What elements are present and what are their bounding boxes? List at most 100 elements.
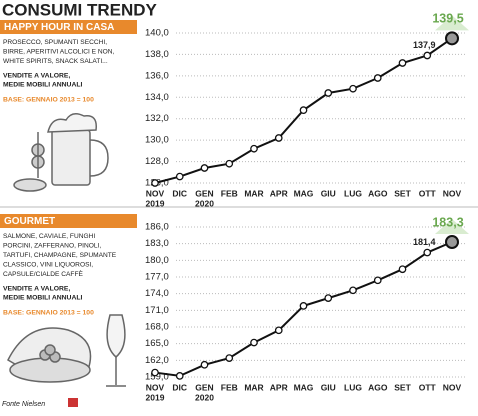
y-tick-label: 180,0 [145,255,169,266]
data-point [274,326,283,335]
x-tick-label: SET [394,382,411,392]
description-line: CAPSULE/CIALDE CAFFÈ [3,269,83,278]
x-tick-label: SET [394,188,411,198]
value-label: 181,4 [413,237,436,247]
x-tick-label: GEN [195,188,213,198]
y-tick-label: 140,0 [145,28,169,39]
y-tick-label: 177,0 [145,272,169,283]
data-point [299,106,308,114]
y-tick-label: 162,0 [145,355,169,366]
data-point [274,134,283,142]
base-note: BASE: GENNAIO 2013 = 100 [3,96,94,103]
description-line: TARTUFI, CHAMPAGNE, SPUMANTE [3,252,117,259]
y-tick-label: 171,0 [145,305,169,316]
data-point [151,368,159,377]
data-point [373,276,382,285]
data-point [373,74,382,82]
data-point [324,89,333,97]
panel-title: HAPPY HOUR IN CASA [4,22,114,33]
x-tick-label: MAG [294,188,314,198]
source: Fonte Nielsen [2,401,45,408]
y-tick-label: 134,0 [145,92,169,103]
data-point [200,360,209,369]
data-point [250,338,258,347]
y-tick-label: 159,0 [145,372,169,383]
description-line: BIRRE, APERITIVI ALCOLICI E NON, [3,48,115,55]
data-point [398,265,407,274]
y-tick-label: 183,0 [145,238,169,249]
y-tick-label: 165,0 [145,338,169,349]
x-tick-label: APR [270,382,288,392]
x-tick-year: 2019 [146,392,165,402]
data-point [349,84,357,93]
x-tick-label: AGO [368,188,388,198]
data-point [299,302,308,310]
y-tick-label: 136,0 [145,70,169,81]
measure-line: MEDIE MOBILI ANNUALI [3,294,83,301]
data-point [225,354,234,362]
x-tick-label: MAR [244,188,263,198]
x-tick-label: FEB [221,382,238,392]
measure-line: VENDITE A VALORE, [3,72,70,79]
x-tick-label: NOV [443,188,462,198]
highlight-value-label: 139,5 [432,12,463,26]
data-point [398,59,407,67]
y-tick-label: 174,0 [145,288,169,299]
x-tick-label: OTT [419,188,437,198]
x-tick-label: MAG [294,382,314,392]
data-point [445,235,459,249]
highlight-arrow [435,219,469,234]
data-point [200,164,209,172]
panel-title: GOURMET [4,216,55,227]
panel-title-bg [0,214,137,228]
x-tick-label: APR [270,188,288,198]
y-tick-label: 130,0 [145,135,169,146]
x-tick-label: FEB [221,188,238,198]
description-line: WHITE SPIRITS, SNACK SALATI... [3,58,108,65]
data-point [225,159,234,168]
base-note: BASE: GENNAIO 2013 = 100 [3,309,94,316]
x-tick-label: DIC [172,188,187,198]
y-tick-label: 132,0 [145,113,169,124]
x-tick-label: GEN [195,382,213,392]
x-tick-year: 2019 [146,198,165,208]
x-tick-label: LUG [344,382,362,392]
beer-illustration [13,113,109,192]
x-tick-label: MAR [244,382,263,392]
x-tick-label: NOV [146,188,165,198]
data-point [324,294,333,302]
value-label: 137,9 [413,40,436,50]
x-tick-label: GIU [321,382,336,392]
data-point [175,172,184,181]
data-point [151,179,159,187]
measure-line: VENDITE A VALORE, [3,285,70,292]
x-tick-label: OTT [419,382,437,392]
data-point [250,144,258,153]
x-tick-year: 2020 [195,198,214,208]
header-title: CONSUMI TRENDY [2,0,158,19]
x-tick-label: DIC [172,382,187,392]
y-tick-label: 128,0 [145,156,169,167]
highlight-arrow [435,15,469,31]
x-tick-label: GIU [321,188,336,198]
description-line: PORCINI, ZAFFERANO, PINOLI, [3,242,101,249]
x-tick-label: AGO [368,382,388,392]
x-tick-label: NOV [146,382,165,392]
data-point [423,248,432,257]
x-tick-label: LUG [344,188,362,198]
panel-title-bg [0,20,137,34]
data-point [423,51,432,60]
description-line: CLASSICO, VINI LIQUOROSI, [3,261,93,268]
y-tick-label: 186,0 [145,222,169,233]
description-line: PROSECCO, SPUMANTI SECCHI, [3,39,107,46]
logo [68,398,78,407]
y-tick-label: 138,0 [145,49,169,60]
x-tick-label: NOV [443,382,462,392]
data-point [445,31,459,46]
description-line: SALMONE, CAVIALE, FUNGHI [3,233,95,240]
gourmet-illustration [7,314,126,387]
measure-line: MEDIE MOBILI ANNUALI [3,81,83,88]
x-tick-year: 2020 [195,392,214,402]
data-point [175,372,184,380]
